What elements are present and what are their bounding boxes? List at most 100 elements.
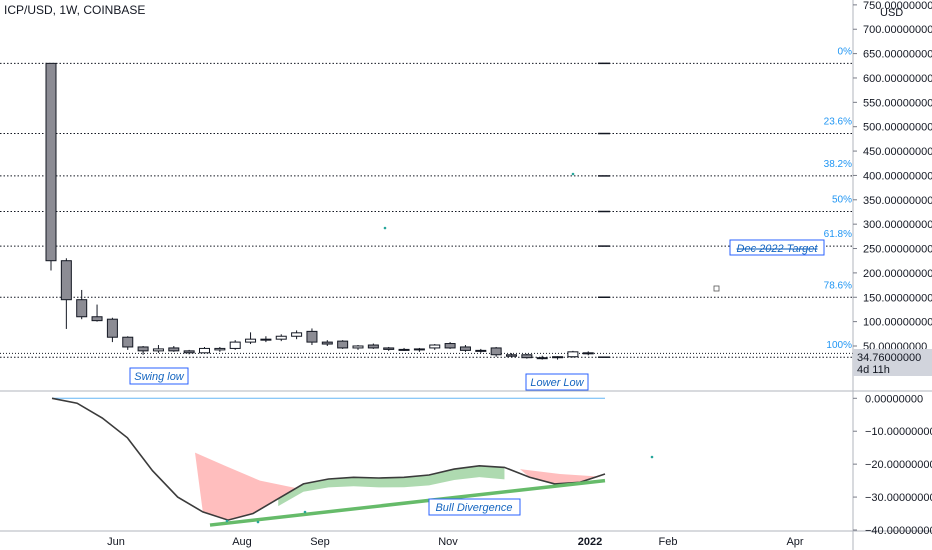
swing-low-annotation[interactable]: Swing low <box>129 367 189 385</box>
price-candle <box>122 336 134 350</box>
target-marker <box>713 285 720 292</box>
price-candle <box>567 350 579 358</box>
candle-body <box>475 349 487 352</box>
candle-body <box>552 356 564 359</box>
price-axis-tick-label: 150.00000000 <box>863 292 932 304</box>
candle-body <box>45 62 57 262</box>
stray-dot-marker <box>256 520 260 524</box>
candle-body <box>567 351 579 358</box>
price-candle <box>582 351 594 356</box>
price-candle <box>76 289 88 320</box>
fib-level-label: 0% <box>838 46 853 57</box>
candle-body <box>76 299 88 318</box>
time-axis-label: Nov <box>438 536 458 548</box>
price-candle <box>475 348 487 353</box>
price-candle <box>91 304 103 322</box>
price-candle <box>321 340 333 346</box>
candle-body <box>137 346 149 352</box>
bar-countdown: 4d 11h <box>857 364 890 376</box>
time-axis-label: Jun <box>107 536 125 548</box>
fib-level-label: 78.6% <box>824 280 852 291</box>
lower-low-annotation[interactable]: Lower Low <box>525 373 589 391</box>
candle-body <box>168 347 180 352</box>
price-candle <box>45 62 57 271</box>
stray-dot-marker <box>225 519 229 523</box>
symbol-title: ICP/USD, 1W, COINBASE <box>4 3 145 17</box>
stray-dot-marker <box>383 226 387 230</box>
price-candle <box>214 346 226 352</box>
candle-body <box>245 338 257 343</box>
dec-target-box <box>729 239 825 256</box>
price-axis-tick-label: 550.00000000 <box>863 97 932 109</box>
oscillator-pane <box>51 397 606 527</box>
price-candle <box>413 347 425 352</box>
price-candle <box>429 344 441 350</box>
candle-body <box>444 343 456 349</box>
candle-body <box>122 336 134 348</box>
time-axis-label: 2022 <box>578 536 602 548</box>
price-candle <box>444 342 456 349</box>
price-axis-tick-label: 350.00000000 <box>863 195 932 207</box>
price-axis-tick-label: 100.00000000 <box>863 317 932 329</box>
bull-divergence-box <box>428 498 521 516</box>
stray-dot-marker <box>303 510 307 514</box>
candle-body <box>306 330 318 343</box>
oscillator-line <box>51 397 606 521</box>
current-price-tag-bg <box>853 349 932 376</box>
price-candle <box>383 346 395 351</box>
price-candle <box>490 346 502 357</box>
candle-body <box>506 354 517 357</box>
price-pane: 0% 23.6% 38.2% 50% 61.8% 78.6% 100% <box>0 46 853 360</box>
price-candle <box>291 330 303 340</box>
price-candle <box>521 353 533 359</box>
price-candle <box>536 355 548 360</box>
price-candle <box>459 345 471 352</box>
osc-axis-tick-label: −30.00000000 <box>865 492 932 504</box>
price-candle <box>168 345 180 352</box>
candle-body <box>429 344 441 349</box>
stray-dot-marker <box>650 455 654 459</box>
candle-body <box>582 352 594 355</box>
candle-body <box>352 345 364 349</box>
candle-body <box>459 346 471 351</box>
fib-level-label: 23.6% <box>824 117 852 128</box>
current-price-label: 34.76000000 <box>857 352 921 364</box>
bull-divergence-line <box>209 478 606 527</box>
candle-body <box>229 341 241 349</box>
dec-target-annotation[interactable]: Dec 2022 Target <box>729 239 825 256</box>
price-candle <box>398 347 410 351</box>
candle-body <box>152 348 164 352</box>
current-price-tag: 34.76000000 4d 11h <box>853 349 932 376</box>
price-candle <box>106 317 118 343</box>
price-candle <box>260 336 272 343</box>
price-axis-tick-label: 500.00000000 <box>863 122 932 134</box>
fib-level-label: 50% <box>832 194 852 205</box>
candle-body <box>490 347 502 356</box>
price-axis-currency: USD <box>880 7 903 19</box>
candle-body <box>367 344 379 349</box>
price-axis-tick-label: 300.00000000 <box>863 219 932 231</box>
osc-axis-tick-label: −20.00000000 <box>865 459 932 471</box>
time-axis-label: Feb <box>659 536 678 548</box>
oscillator-bear-fill <box>195 452 300 521</box>
osc-axis-tick-label: 0.00000000 <box>865 393 923 405</box>
price-candle <box>337 340 349 349</box>
bull-divergence-annotation[interactable]: Bull Divergence <box>428 498 521 516</box>
candle-body <box>214 347 226 351</box>
price-axis-tick-label: 250.00000000 <box>863 244 932 256</box>
candle-body <box>521 354 533 359</box>
swing-low-label: Swing low <box>134 371 185 383</box>
fib-level-label: 38.2% <box>824 159 852 170</box>
price-axis-tick-label: 650.00000000 <box>863 49 932 61</box>
price-candle <box>152 345 164 353</box>
stray-dot-marker <box>571 172 575 176</box>
candle-body <box>183 350 195 354</box>
dec-target-label: Dec 2022 Target <box>737 243 819 255</box>
price-axis-tick-label: 200.00000000 <box>863 268 932 280</box>
candle-body <box>383 347 395 350</box>
candle-body <box>536 357 548 360</box>
candle-body <box>321 341 333 345</box>
candle-body <box>337 340 349 349</box>
